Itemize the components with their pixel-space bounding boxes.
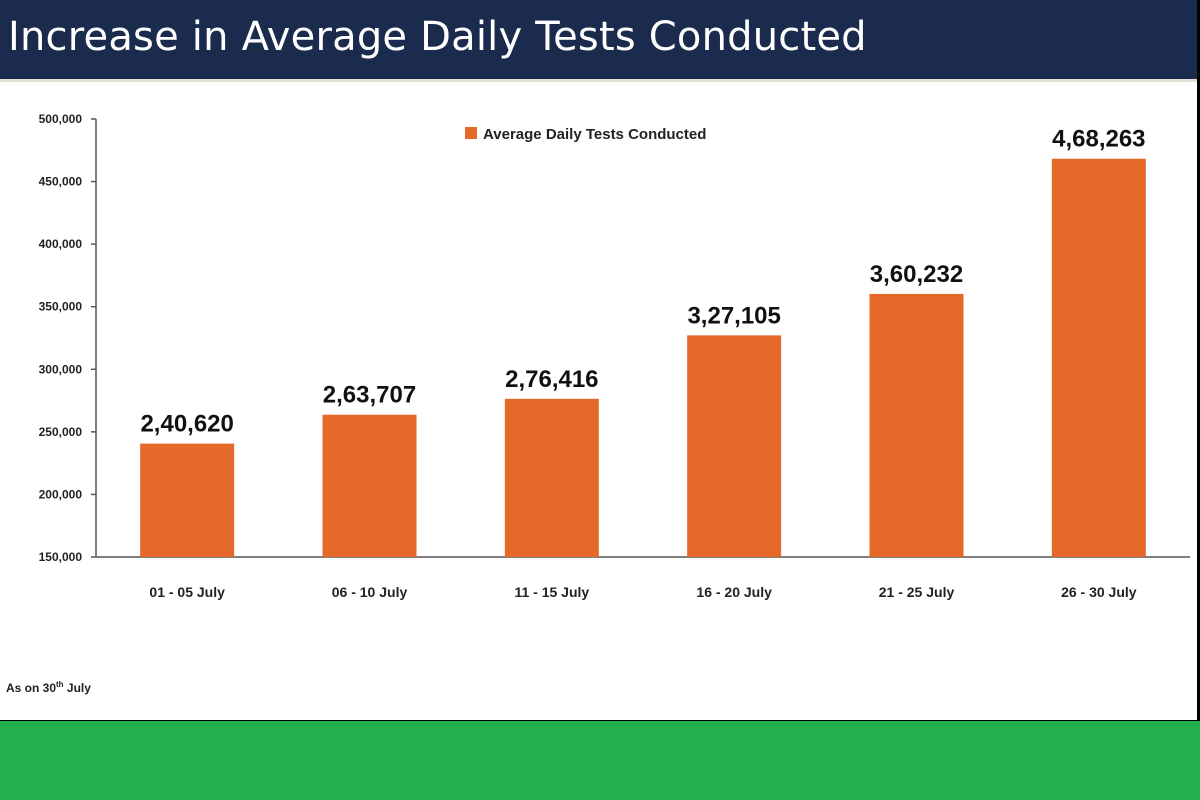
data-label: 2,40,620	[140, 411, 233, 438]
legend-label: Average Daily Tests Conducted	[483, 126, 706, 143]
x-tick-label: 26 - 30 July	[1061, 584, 1137, 600]
bar	[1051, 158, 1146, 557]
data-label: 3,27,105	[687, 302, 780, 329]
data-label: 3,60,232	[870, 261, 963, 288]
bar	[869, 293, 964, 557]
bar-series	[140, 158, 1146, 557]
footnote-superscript: th	[56, 680, 64, 689]
x-axis: 01 - 05 July 06 - 10 July 11 - 15 July 16 -…	[96, 556, 1190, 600]
y-tick-label: 300,000	[39, 362, 83, 376]
bar	[504, 398, 599, 557]
footnote: As on 30th July	[6, 680, 91, 695]
page-title: Increase in Average Daily Tests Conducte…	[8, 14, 867, 60]
data-labels: 2,40,620 2,63,707 2,76,416 3,27,105 3,60,232…	[140, 126, 1145, 438]
y-tick-label: 350,000	[39, 300, 83, 314]
title-bar: Increase in Average Daily Tests Conducte…	[0, 0, 1197, 82]
y-tick-label: 150,000	[39, 550, 83, 564]
right-border	[1197, 0, 1200, 721]
y-tick-label: 450,000	[39, 175, 83, 189]
y-tick-label: 500,000	[39, 112, 83, 126]
legend-swatch	[465, 127, 477, 139]
data-label: 2,63,707	[323, 382, 416, 409]
x-tick-label: 11 - 15 July	[514, 584, 589, 600]
y-axis: 150,000 200,000 250,000 300,000 350,000 400,0…	[39, 112, 97, 564]
slide: Increase in Average Daily Tests Conducte…	[0, 0, 1197, 720]
footnote-prefix: As on 30	[6, 681, 57, 695]
x-tick-label: 21 - 25 July	[879, 584, 955, 600]
bar	[322, 414, 417, 557]
bottom-band	[0, 721, 1200, 800]
data-label: 2,76,416	[505, 366, 598, 393]
bar	[140, 443, 235, 557]
x-tick-label: 01 - 05 July	[149, 584, 225, 600]
data-label: 4,68,263	[1052, 126, 1145, 153]
x-tick-label: 16 - 20 July	[696, 584, 772, 600]
y-tick-label: 400,000	[39, 237, 83, 251]
footnote-suffix: July	[63, 681, 91, 695]
y-tick-label: 250,000	[39, 425, 83, 439]
bar	[687, 335, 782, 557]
bar-chart: 150,000 200,000 250,000 300,000 350,000 400,0…	[39, 112, 1190, 600]
y-tick-label: 200,000	[39, 487, 83, 501]
x-tick-label: 06 - 10 July	[332, 584, 408, 600]
legend: Average Daily Tests Conducted	[465, 126, 706, 143]
